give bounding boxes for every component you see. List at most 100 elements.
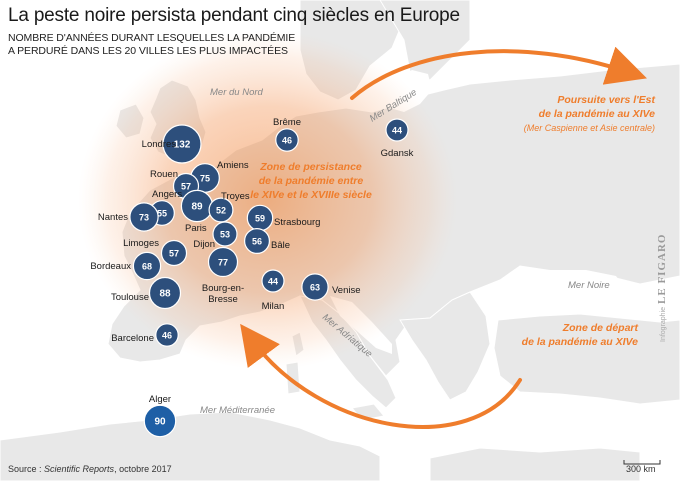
east-label-2: de la pandémie au XIVe [539,108,655,120]
city-barcelone: 46 Barcelone [111,323,179,347]
city-years-value: 88 [159,289,171,300]
city-bubble [162,124,202,164]
city-years-value: 68 [142,262,152,272]
city-name-label: Troyes [221,191,250,202]
city-name-label: Limoges [123,238,159,249]
city-years-value: 63 [310,283,320,293]
city-years-value: 90 [154,417,166,428]
city-years-value: 46 [282,136,292,146]
city-name-label: Strasbourg [274,217,320,228]
city-bordeaux: 68 Bordeaux [90,251,162,281]
spread-arrows [240,46,647,429]
city-bubble [212,221,238,247]
city-years-value: 89 [191,202,203,213]
page-subtitle: Nombre d'années durant lesquelles la pan… [8,32,295,58]
east-label-3: (Mer Caspienne et Asie centrale) [524,123,655,133]
city-name-label: Angers [152,189,182,200]
west-arrow [240,323,522,429]
city-bubble [148,276,182,310]
city-venise: 63 Venise [301,273,361,301]
city-bubble [301,273,329,301]
city-bubble [132,251,162,281]
city-name-label: Bourg-en-Bresse [202,283,244,305]
city-troyes: 52 Troyes [208,191,250,223]
subtitle-line-2: a perduré dans les 20 villes les plus im… [8,45,288,57]
source-note: Source : Scientific Reports, octobre 201… [8,464,172,474]
sea-label-nord: Mer du Nord [210,87,264,98]
city-name-label: Bordeaux [90,261,131,272]
city-limoges: 57 Limoges [123,238,188,267]
credit: Infographie LE FIGARO [656,222,676,342]
city-bubble [208,197,234,223]
city-bubble [129,202,159,232]
city-bubble [244,228,271,255]
city-name-label: Toulouse [111,292,149,303]
city-bourg-en-bresse: 77 Bourg-en-Bresse [202,246,244,305]
city-years-value: 53 [220,230,230,240]
city-name-label: Gdansk [381,148,414,159]
city-bubble [275,128,299,152]
city-years-value: 55 [157,209,167,219]
city-name-label: Nantes [98,212,128,223]
source-name: Scientific Reports [44,464,115,474]
city-years-value: 44 [392,126,402,136]
city-bubble [160,239,188,267]
city-milan: 44 Milan [261,269,285,312]
sea-label-mediterranee: Mer Méditerranée [200,405,275,416]
city-bubble [261,269,285,293]
source-prefix: Source : [8,464,45,474]
city-name-label: Brême [273,117,301,128]
city-toulouse: 88 Toulouse [111,276,182,310]
depart-label-2: de la pandémie au XIVe [522,336,638,348]
city-bubble [385,118,409,142]
city-name-label: Amiens [217,160,249,171]
persistence-label-1: Zone de persistance [259,161,362,173]
persistence-label-3: le XIVe et le XVIIIe siècle [250,189,372,201]
city-name-label: Venise [332,285,361,296]
figaro-logo: LE FIGARO [656,233,668,304]
persistence-label-2: de la pandémie entre [259,175,364,187]
city-years-value: 59 [255,214,265,224]
city-strasbourg: 59 Strasbourg [246,204,320,232]
depart-label-1: Zone de départ [562,322,639,334]
city-name-label: Dijon [193,239,215,250]
city-nantes: 73 Nantes [98,202,159,232]
east-label-1: Poursuite vers l'Est [557,94,655,106]
city-name-label: Rouen [150,169,178,180]
page-title: La peste noire persista pendant cinq siè… [8,5,460,26]
city-alger: 90 Alger [143,394,177,438]
city-years-value: 46 [162,331,172,341]
subtitle-line-1: Nombre d'années durant lesquelles la pan… [8,32,296,44]
scale-label: 300 km [626,464,656,474]
city-name-label: Alger [149,394,171,405]
credit-small: Infographie [660,306,667,342]
city-years-value: 57 [169,249,179,259]
city-bubble [207,246,239,278]
city-years-value: 56 [252,237,262,247]
city-bubble [155,323,179,347]
city-name-label: Paris [185,223,207,234]
city-bale: 56 Bâle [244,228,290,255]
city-years-value: 73 [139,213,149,223]
city-gdansk: 44 Gdansk [381,118,414,159]
sea-label-noire: Mer Noire [568,280,610,291]
city-name-label: Milan [262,301,285,312]
city-years-value: 132 [174,140,191,151]
city-breme: 46 Brême [273,117,301,152]
city-dijon: 53 Dijon [193,221,238,250]
city-bubble [143,404,177,438]
city-years-value: 75 [200,174,210,184]
source-date: , octobre 2017 [114,464,172,474]
city-years-value: 44 [268,277,278,287]
city-name-label: Barcelone [111,333,154,344]
city-years-value: 52 [216,206,226,216]
scale-bar [623,460,661,465]
city-years-value: 77 [218,258,228,268]
city-name-label: Londres [142,139,177,150]
city-name-label: Bâle [271,240,290,251]
city-years-value: 57 [181,182,191,192]
